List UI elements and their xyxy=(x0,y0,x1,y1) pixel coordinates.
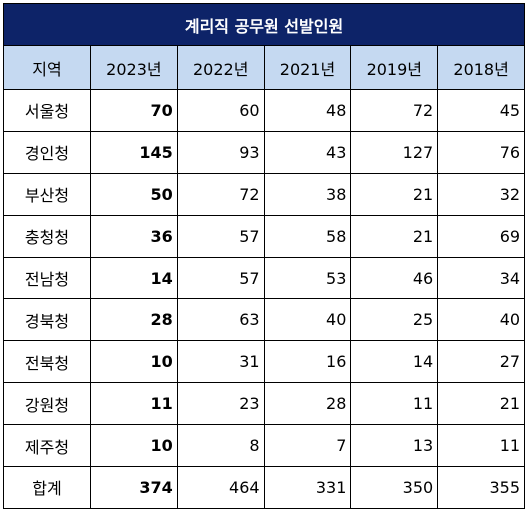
table-row: 전남청 14 57 53 46 34 xyxy=(3,256,526,300)
value-cell-2022: 23 xyxy=(176,382,265,426)
table-row: 강원청 11 23 28 11 21 xyxy=(3,382,526,426)
value-cell-2022: 72 xyxy=(176,172,265,216)
value-cell-2018: 34 xyxy=(437,256,526,300)
region-cell: 제주청 xyxy=(3,424,91,468)
value-cell-2018: 32 xyxy=(437,172,526,216)
value-cell-2023: 10 xyxy=(90,340,178,384)
region-cell: 강원청 xyxy=(3,382,91,426)
value-cell-2018: 40 xyxy=(437,298,526,342)
value-cell-2019: 25 xyxy=(350,298,439,342)
value-cell-2023: 10 xyxy=(90,424,178,468)
region-cell: 부산청 xyxy=(3,172,91,216)
table-row: 전북청 10 31 16 14 27 xyxy=(3,340,526,384)
header-region: 지역 xyxy=(3,45,91,90)
header-year-2023: 2023년 xyxy=(90,45,178,90)
table-row: 서울청 70 60 48 72 45 xyxy=(3,89,526,132)
total-cell-2018: 355 xyxy=(437,466,526,509)
value-cell-2021: 53 xyxy=(263,256,352,300)
value-cell-2021: 40 xyxy=(263,298,352,342)
value-cell-2018: 76 xyxy=(437,130,526,174)
header-year-2018: 2018년 xyxy=(437,45,526,90)
value-cell-2022: 57 xyxy=(176,214,265,258)
total-row: 합계 374 464 331 350 355 xyxy=(3,466,526,509)
region-cell: 서울청 xyxy=(3,89,91,132)
table-title: 계리직 공무원 선발인원 xyxy=(2,3,526,46)
total-cell-2021: 331 xyxy=(263,466,352,509)
value-cell-2023: 50 xyxy=(90,172,178,216)
value-cell-2018: 45 xyxy=(437,89,526,132)
value-cell-2023: 70 xyxy=(90,89,178,132)
value-cell-2023: 14 xyxy=(90,256,178,300)
header-year-2021: 2021년 xyxy=(263,45,352,90)
value-cell-2021: 16 xyxy=(263,340,352,384)
value-cell-2019: 13 xyxy=(350,424,439,468)
value-cell-2022: 8 xyxy=(176,424,265,468)
value-cell-2023: 11 xyxy=(90,382,178,426)
value-cell-2019: 14 xyxy=(350,340,439,384)
value-cell-2018: 69 xyxy=(437,214,526,258)
table-row: 제주청 10 8 7 13 11 xyxy=(3,424,526,468)
value-cell-2023: 36 xyxy=(90,214,178,258)
value-cell-2022: 60 xyxy=(176,89,265,132)
region-cell: 전남청 xyxy=(3,256,91,300)
header-year-2022: 2022년 xyxy=(176,45,265,90)
value-cell-2019: 21 xyxy=(350,172,439,216)
value-cell-2022: 93 xyxy=(176,130,265,174)
total-cell-2019: 350 xyxy=(350,466,439,509)
table-row: 경북청 28 63 40 25 40 xyxy=(3,298,526,342)
recruitment-table-container: 계리직 공무원 선발인원 지역 2023년 2022년 2021년 2019년 … xyxy=(2,3,526,509)
table-row: 부산청 50 72 38 21 32 xyxy=(3,172,526,216)
header-row: 지역 2023년 2022년 2021년 2019년 2018년 xyxy=(3,45,526,90)
recruitment-table: 계리직 공무원 선발인원 지역 2023년 2022년 2021년 2019년 … xyxy=(2,3,526,509)
value-cell-2019: 127 xyxy=(350,130,439,174)
region-cell: 충청청 xyxy=(3,214,91,258)
total-label-cell: 합계 xyxy=(3,466,91,509)
value-cell-2021: 43 xyxy=(263,130,352,174)
value-cell-2022: 31 xyxy=(176,340,265,384)
table-row: 경인청 145 93 43 127 76 xyxy=(3,130,526,174)
region-cell: 경인청 xyxy=(3,130,91,174)
region-cell: 경북청 xyxy=(3,298,91,342)
value-cell-2019: 21 xyxy=(350,214,439,258)
value-cell-2022: 57 xyxy=(176,256,265,300)
header-year-2019: 2019년 xyxy=(350,45,439,90)
value-cell-2018: 11 xyxy=(437,424,526,468)
value-cell-2023: 28 xyxy=(90,298,178,342)
table-row: 충청청 36 57 58 21 69 xyxy=(3,214,526,258)
value-cell-2021: 28 xyxy=(263,382,352,426)
value-cell-2023: 145 xyxy=(90,130,178,174)
title-row: 계리직 공무원 선발인원 xyxy=(2,3,526,46)
total-cell-2022: 464 xyxy=(176,466,265,509)
value-cell-2021: 58 xyxy=(263,214,352,258)
value-cell-2022: 63 xyxy=(176,298,265,342)
value-cell-2021: 38 xyxy=(263,172,352,216)
total-cell-2023: 374 xyxy=(90,466,178,509)
value-cell-2019: 72 xyxy=(350,89,439,132)
value-cell-2019: 11 xyxy=(350,382,439,426)
value-cell-2019: 46 xyxy=(350,256,439,300)
value-cell-2018: 27 xyxy=(437,340,526,384)
region-cell: 전북청 xyxy=(3,340,91,384)
value-cell-2021: 48 xyxy=(263,89,352,132)
value-cell-2021: 7 xyxy=(263,424,352,468)
value-cell-2018: 21 xyxy=(437,382,526,426)
